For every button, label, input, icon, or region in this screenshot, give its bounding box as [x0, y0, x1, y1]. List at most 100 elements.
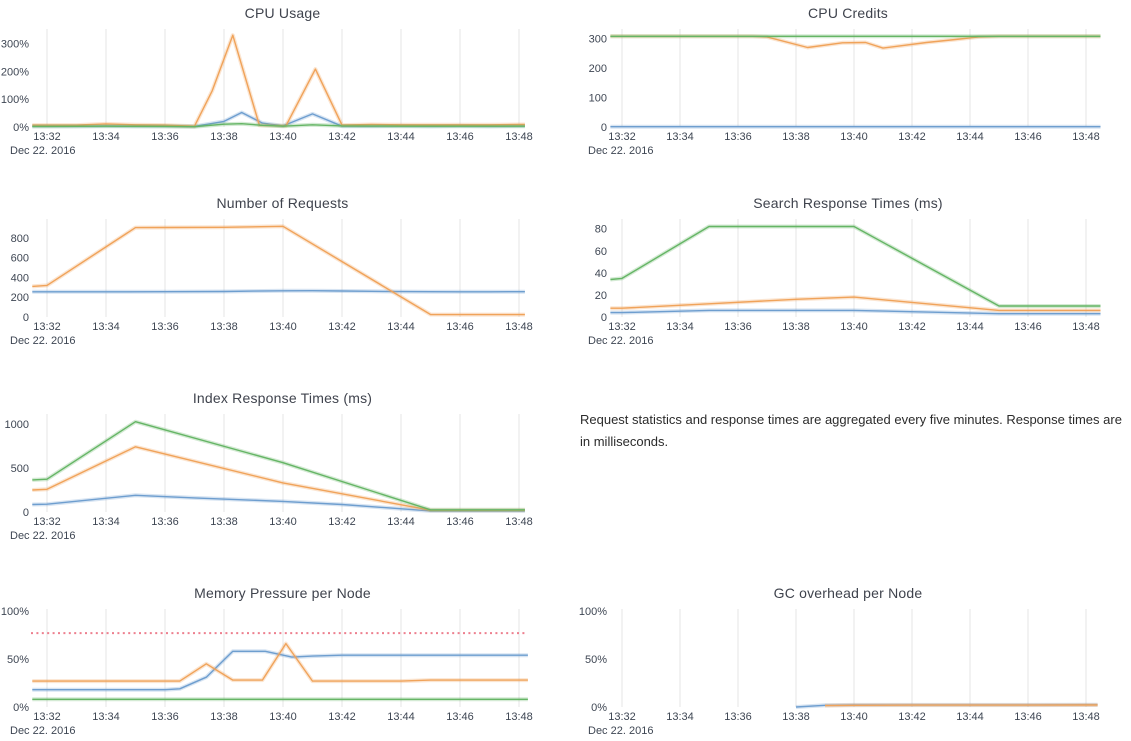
svg-text:13:32: 13:32 [33, 131, 61, 143]
svg-text:13:38: 13:38 [782, 321, 810, 333]
svg-text:200%: 200% [1, 66, 29, 78]
svg-text:200: 200 [11, 292, 29, 304]
svg-text:800: 800 [11, 233, 29, 245]
svg-text:13:36: 13:36 [151, 711, 179, 723]
cpu-credits-plot[interactable]: 13:32 13:34 13:36 13:38 13:40 13:42 13:44 13:46… [565, 27, 1131, 155]
svg-text:300%: 300% [1, 39, 29, 51]
svg-text:60: 60 [595, 246, 607, 258]
svg-text:13:48: 13:48 [505, 321, 533, 333]
svg-text:Dec 22. 2016: Dec 22. 2016 [10, 145, 75, 155]
chart-title-memory-pressure: Memory Pressure per Node [194, 585, 371, 601]
svg-text:13:44: 13:44 [956, 131, 984, 143]
svg-text:0: 0 [23, 312, 29, 324]
svg-text:13:36: 13:36 [724, 711, 752, 723]
svg-text:13:32: 13:32 [608, 321, 636, 333]
svg-text:13:46: 13:46 [1014, 131, 1042, 143]
svg-text:13:46: 13:46 [446, 516, 474, 528]
svg-text:13:40: 13:40 [269, 711, 297, 723]
svg-text:13:42: 13:42 [328, 321, 356, 333]
index-response-times-plot[interactable]: 13:32 13:34 13:36 13:38 13:40 13:42 13:44 13:46… [0, 412, 565, 540]
svg-text:300: 300 [589, 34, 607, 46]
svg-text:13:42: 13:42 [898, 711, 926, 723]
svg-text:13:40: 13:40 [840, 711, 868, 723]
svg-text:13:38: 13:38 [210, 516, 238, 528]
svg-text:13:48: 13:48 [505, 131, 533, 143]
svg-text:13:34: 13:34 [666, 321, 694, 333]
svg-text:40: 40 [595, 268, 607, 280]
svg-text:13:32: 13:32 [33, 321, 61, 333]
svg-text:100%: 100% [579, 607, 607, 618]
svg-text:13:48: 13:48 [505, 516, 533, 528]
svg-text:100%: 100% [1, 94, 29, 106]
chart-title-cpu-credits: CPU Credits [808, 5, 888, 21]
svg-text:13:44: 13:44 [387, 711, 415, 723]
svg-text:50%: 50% [585, 654, 607, 666]
svg-text:20: 20 [595, 290, 607, 302]
svg-text:0: 0 [601, 312, 607, 324]
svg-text:13:46: 13:46 [1014, 321, 1042, 333]
svg-text:13:38: 13:38 [782, 711, 810, 723]
svg-text:13:40: 13:40 [269, 321, 297, 333]
svg-text:13:34: 13:34 [666, 711, 694, 723]
svg-text:Dec 22. 2016: Dec 22. 2016 [10, 530, 75, 540]
svg-text:13:34: 13:34 [666, 131, 694, 143]
svg-text:13:38: 13:38 [782, 131, 810, 143]
cpu-usage-plot[interactable]: 13:32 13:34 13:36 13:38 13:40 13:42 13:44 13:46… [0, 27, 565, 155]
svg-text:Dec 22. 2016: Dec 22. 2016 [10, 335, 75, 345]
svg-text:13:34: 13:34 [92, 711, 120, 723]
svg-text:0%: 0% [13, 122, 29, 134]
svg-text:0%: 0% [591, 702, 607, 714]
svg-text:13:46: 13:46 [446, 131, 474, 143]
chart-title-cpu-usage: CPU Usage [244, 5, 321, 21]
svg-text:13:42: 13:42 [328, 516, 356, 528]
chart-title-number-of-requests: Number of Requests [216, 195, 349, 211]
svg-text:13:42: 13:42 [328, 131, 356, 143]
svg-text:13:48: 13:48 [1072, 131, 1100, 143]
svg-text:Dec 22. 2016: Dec 22. 2016 [588, 335, 653, 345]
chart-cell-number-of-requests: Number of Requests 13:32 13:34 13:36 13:38 1… [0, 190, 565, 385]
svg-text:600: 600 [11, 253, 29, 265]
svg-text:13:40: 13:40 [840, 131, 868, 143]
svg-text:13:34: 13:34 [92, 131, 120, 143]
search-response-times-plot[interactable]: 13:32 13:34 13:36 13:38 13:40 13:42 13:44 13:46… [565, 217, 1131, 345]
svg-text:0%: 0% [13, 702, 29, 714]
svg-text:13:40: 13:40 [269, 516, 297, 528]
svg-text:100: 100 [589, 93, 607, 105]
svg-text:13:36: 13:36 [151, 131, 179, 143]
chart-cell-memory-pressure: Memory Pressure per Node 13:32 13:34 13:36… [0, 580, 565, 741]
svg-text:100%: 100% [1, 607, 29, 618]
number-of-requests-plot[interactable]: 13:32 13:34 13:36 13:38 13:40 13:42 13:44 13:46… [0, 217, 565, 345]
svg-text:13:42: 13:42 [328, 711, 356, 723]
gc-overhead-plot[interactable]: 13:32 13:34 13:36 13:38 13:40 13:42 13:44 13:46… [565, 607, 1131, 735]
svg-text:13:44: 13:44 [387, 321, 415, 333]
svg-text:13:38: 13:38 [210, 321, 238, 333]
svg-text:13:36: 13:36 [151, 321, 179, 333]
svg-text:50%: 50% [7, 654, 29, 666]
svg-text:13:42: 13:42 [898, 131, 926, 143]
svg-text:13:32: 13:32 [608, 131, 636, 143]
svg-text:500: 500 [11, 463, 29, 475]
svg-text:13:38: 13:38 [210, 711, 238, 723]
svg-text:200: 200 [589, 63, 607, 75]
svg-text:13:46: 13:46 [1014, 711, 1042, 723]
svg-text:13:40: 13:40 [269, 131, 297, 143]
svg-text:13:48: 13:48 [505, 711, 533, 723]
chart-cell-cpu-credits: CPU Credits 13:32 13:34 13:36 13:38 13:40 13:… [565, 0, 1131, 190]
svg-text:13:44: 13:44 [387, 516, 415, 528]
svg-text:Dec 22. 2016: Dec 22. 2016 [588, 145, 653, 155]
svg-text:13:46: 13:46 [446, 711, 474, 723]
chart-title-gc-overhead: GC overhead per Node [773, 585, 923, 601]
svg-text:13:38: 13:38 [210, 131, 238, 143]
svg-text:13:42: 13:42 [898, 321, 926, 333]
svg-text:0: 0 [23, 507, 29, 519]
svg-text:13:32: 13:32 [33, 516, 61, 528]
svg-text:0: 0 [601, 122, 607, 134]
svg-text:13:32: 13:32 [33, 711, 61, 723]
svg-text:13:44: 13:44 [387, 131, 415, 143]
note-text: Request statistics and response times ar… [580, 412, 1122, 449]
chart-title-search-response-times: Search Response Times (ms) [753, 195, 943, 211]
chart-cell-cpu-usage: CPU Usage 13:32 13:34 13:36 13:38 13:40 13:42… [0, 0, 565, 190]
memory-pressure-plot[interactable]: 13:32 13:34 13:36 13:38 13:40 13:42 13:44 13:46… [0, 607, 565, 735]
svg-text:13:36: 13:36 [724, 131, 752, 143]
